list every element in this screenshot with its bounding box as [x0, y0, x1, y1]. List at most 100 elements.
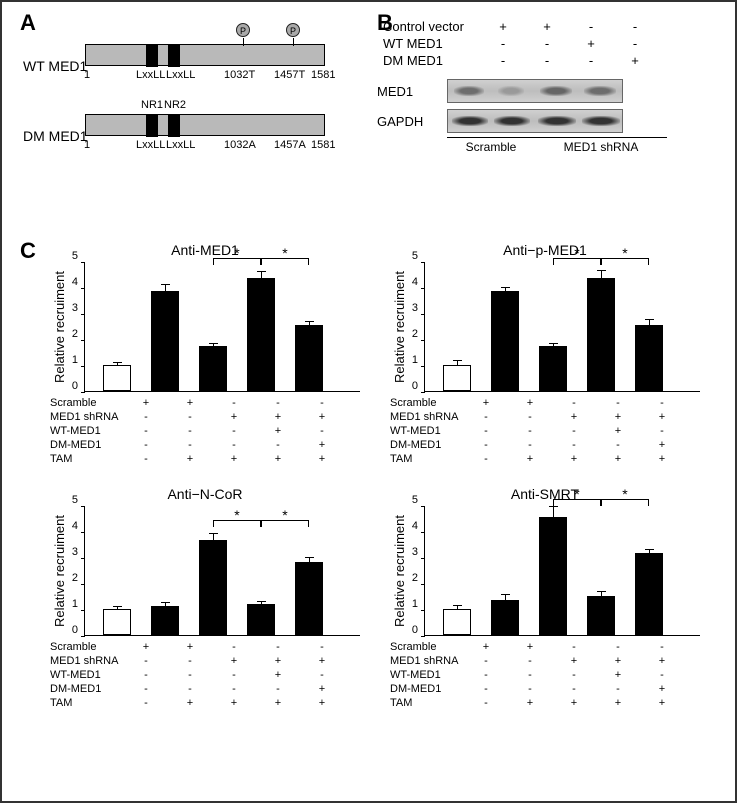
significance-bracket: * [553, 499, 601, 505]
nr2-label: NR2 [164, 99, 186, 111]
pos-start: 1 [84, 139, 90, 151]
pos-start: 1 [84, 69, 90, 81]
condition-cell: - [508, 655, 552, 667]
y-axis-label: Relative recruiment [50, 262, 67, 392]
significance-bracket: * [213, 258, 261, 264]
condition-cell: - [481, 53, 525, 68]
significance-star: * [282, 245, 287, 261]
pos-end: 1581 [311, 139, 335, 151]
blot-area: MED1 GAPDH [377, 79, 717, 133]
significance-bracket: * [261, 520, 309, 526]
condition-cell: - [508, 683, 552, 695]
plot-area: Relative recruiment012345** [50, 262, 360, 392]
blot-row: GAPDH [377, 109, 717, 133]
y-axis-label: Relative recruiment [50, 506, 67, 636]
significance-star: * [234, 245, 239, 261]
condition-cell: + [596, 425, 640, 437]
error-bar [309, 557, 310, 564]
error-bar [165, 602, 166, 607]
bar [151, 291, 179, 391]
y-tick-label: 2 [72, 328, 78, 340]
y-axis-label: Relative recruiment [390, 262, 407, 392]
condition-label: WT-MED1 [390, 425, 464, 437]
chart-title: Anti-MED1 [50, 242, 360, 258]
blot-label: GAPDH [377, 114, 447, 129]
panel-b: Control vector++--WT MED1--+-DM MED1---+… [377, 14, 717, 214]
condition-cell: - [124, 425, 168, 437]
error-bar [601, 270, 602, 279]
error-bar [309, 321, 310, 326]
condition-cell: - [552, 641, 596, 653]
condition-cell: - [481, 36, 525, 51]
condition-cell: - [552, 397, 596, 409]
condition-label: Scramble [390, 397, 464, 409]
condition-row: WT-MED1---+- [390, 424, 700, 438]
condition-label: DM-MED1 [390, 683, 464, 695]
blot-label: MED1 [377, 84, 447, 99]
condition-label: Scramble [50, 641, 124, 653]
y-tick-label: 3 [412, 546, 418, 558]
chart-title: Anti-SMRT [390, 486, 700, 502]
condition-cell: - [640, 425, 684, 437]
condition-cell: - [256, 641, 300, 653]
condition-cell: - [256, 397, 300, 409]
significance-star: * [574, 486, 579, 502]
error-bar [649, 549, 650, 554]
condition-cell: - [300, 669, 344, 681]
condition-cell: - [552, 425, 596, 437]
lxxll-label: LxxLL [166, 69, 195, 81]
band [584, 86, 616, 96]
y-tick-label: 0 [412, 380, 418, 392]
condition-label: TAM [390, 453, 464, 465]
significance-star: * [282, 507, 287, 523]
error-bar [117, 362, 118, 366]
lane-group-label: Scramble [447, 137, 535, 154]
condition-cell: + [256, 411, 300, 423]
lxxll-domain [168, 45, 180, 67]
band [538, 116, 576, 126]
condition-cell: + [596, 669, 640, 681]
error-bar [457, 605, 458, 610]
error-bar [261, 271, 262, 279]
band [454, 86, 484, 96]
condition-cell: + [508, 397, 552, 409]
lane-group-label: MED1 shRNA [535, 137, 667, 154]
condition-label: WT-MED1 [50, 669, 124, 681]
significance-bracket: * [261, 258, 309, 264]
y-axis: 012345 [67, 262, 85, 392]
condition-cell: - [525, 36, 569, 51]
bar [491, 600, 519, 635]
bar [635, 325, 663, 391]
condition-cell: - [508, 411, 552, 423]
condition-label: TAM [390, 697, 464, 709]
condition-row: DM-MED1----+ [50, 682, 360, 696]
condition-row: WT-MED1---+- [50, 668, 360, 682]
condition-cell: - [124, 683, 168, 695]
bar [539, 346, 567, 392]
condition-cell: + [640, 411, 684, 423]
condition-cell: - [124, 669, 168, 681]
wt-schematic: WT MED1 P P 1 LxxLL LxxLL 1032T 1457T 15… [85, 44, 360, 66]
panel-c: Anti-MED1Relative recruiment012345**Scra… [20, 242, 720, 710]
error-bar [457, 360, 458, 367]
condition-row: WT-MED1---+- [50, 424, 360, 438]
condition-cell: - [256, 683, 300, 695]
significance-star: * [622, 486, 627, 502]
y-tick-label: 1 [72, 354, 78, 366]
band [494, 116, 530, 126]
condition-cell: - [168, 655, 212, 667]
significance-bracket: * [213, 520, 261, 526]
blot-image [447, 79, 623, 103]
bar [199, 346, 227, 392]
condition-cell: - [508, 425, 552, 437]
condition-cell: + [552, 697, 596, 709]
condition-row: Scramble++--- [50, 640, 360, 654]
error-bar [601, 591, 602, 598]
phospho-icon: P [236, 23, 250, 37]
condition-table: Scramble++---MED1 shRNA--+++WT-MED1---+-… [390, 640, 700, 710]
condition-cell: + [508, 641, 552, 653]
condition-row: Scramble++--- [50, 396, 360, 410]
condition-label: DM MED1 [383, 53, 481, 68]
condition-cell: - [464, 411, 508, 423]
panel-a: WT MED1 P P 1 LxxLL LxxLL 1032T 1457T 15… [20, 14, 360, 214]
